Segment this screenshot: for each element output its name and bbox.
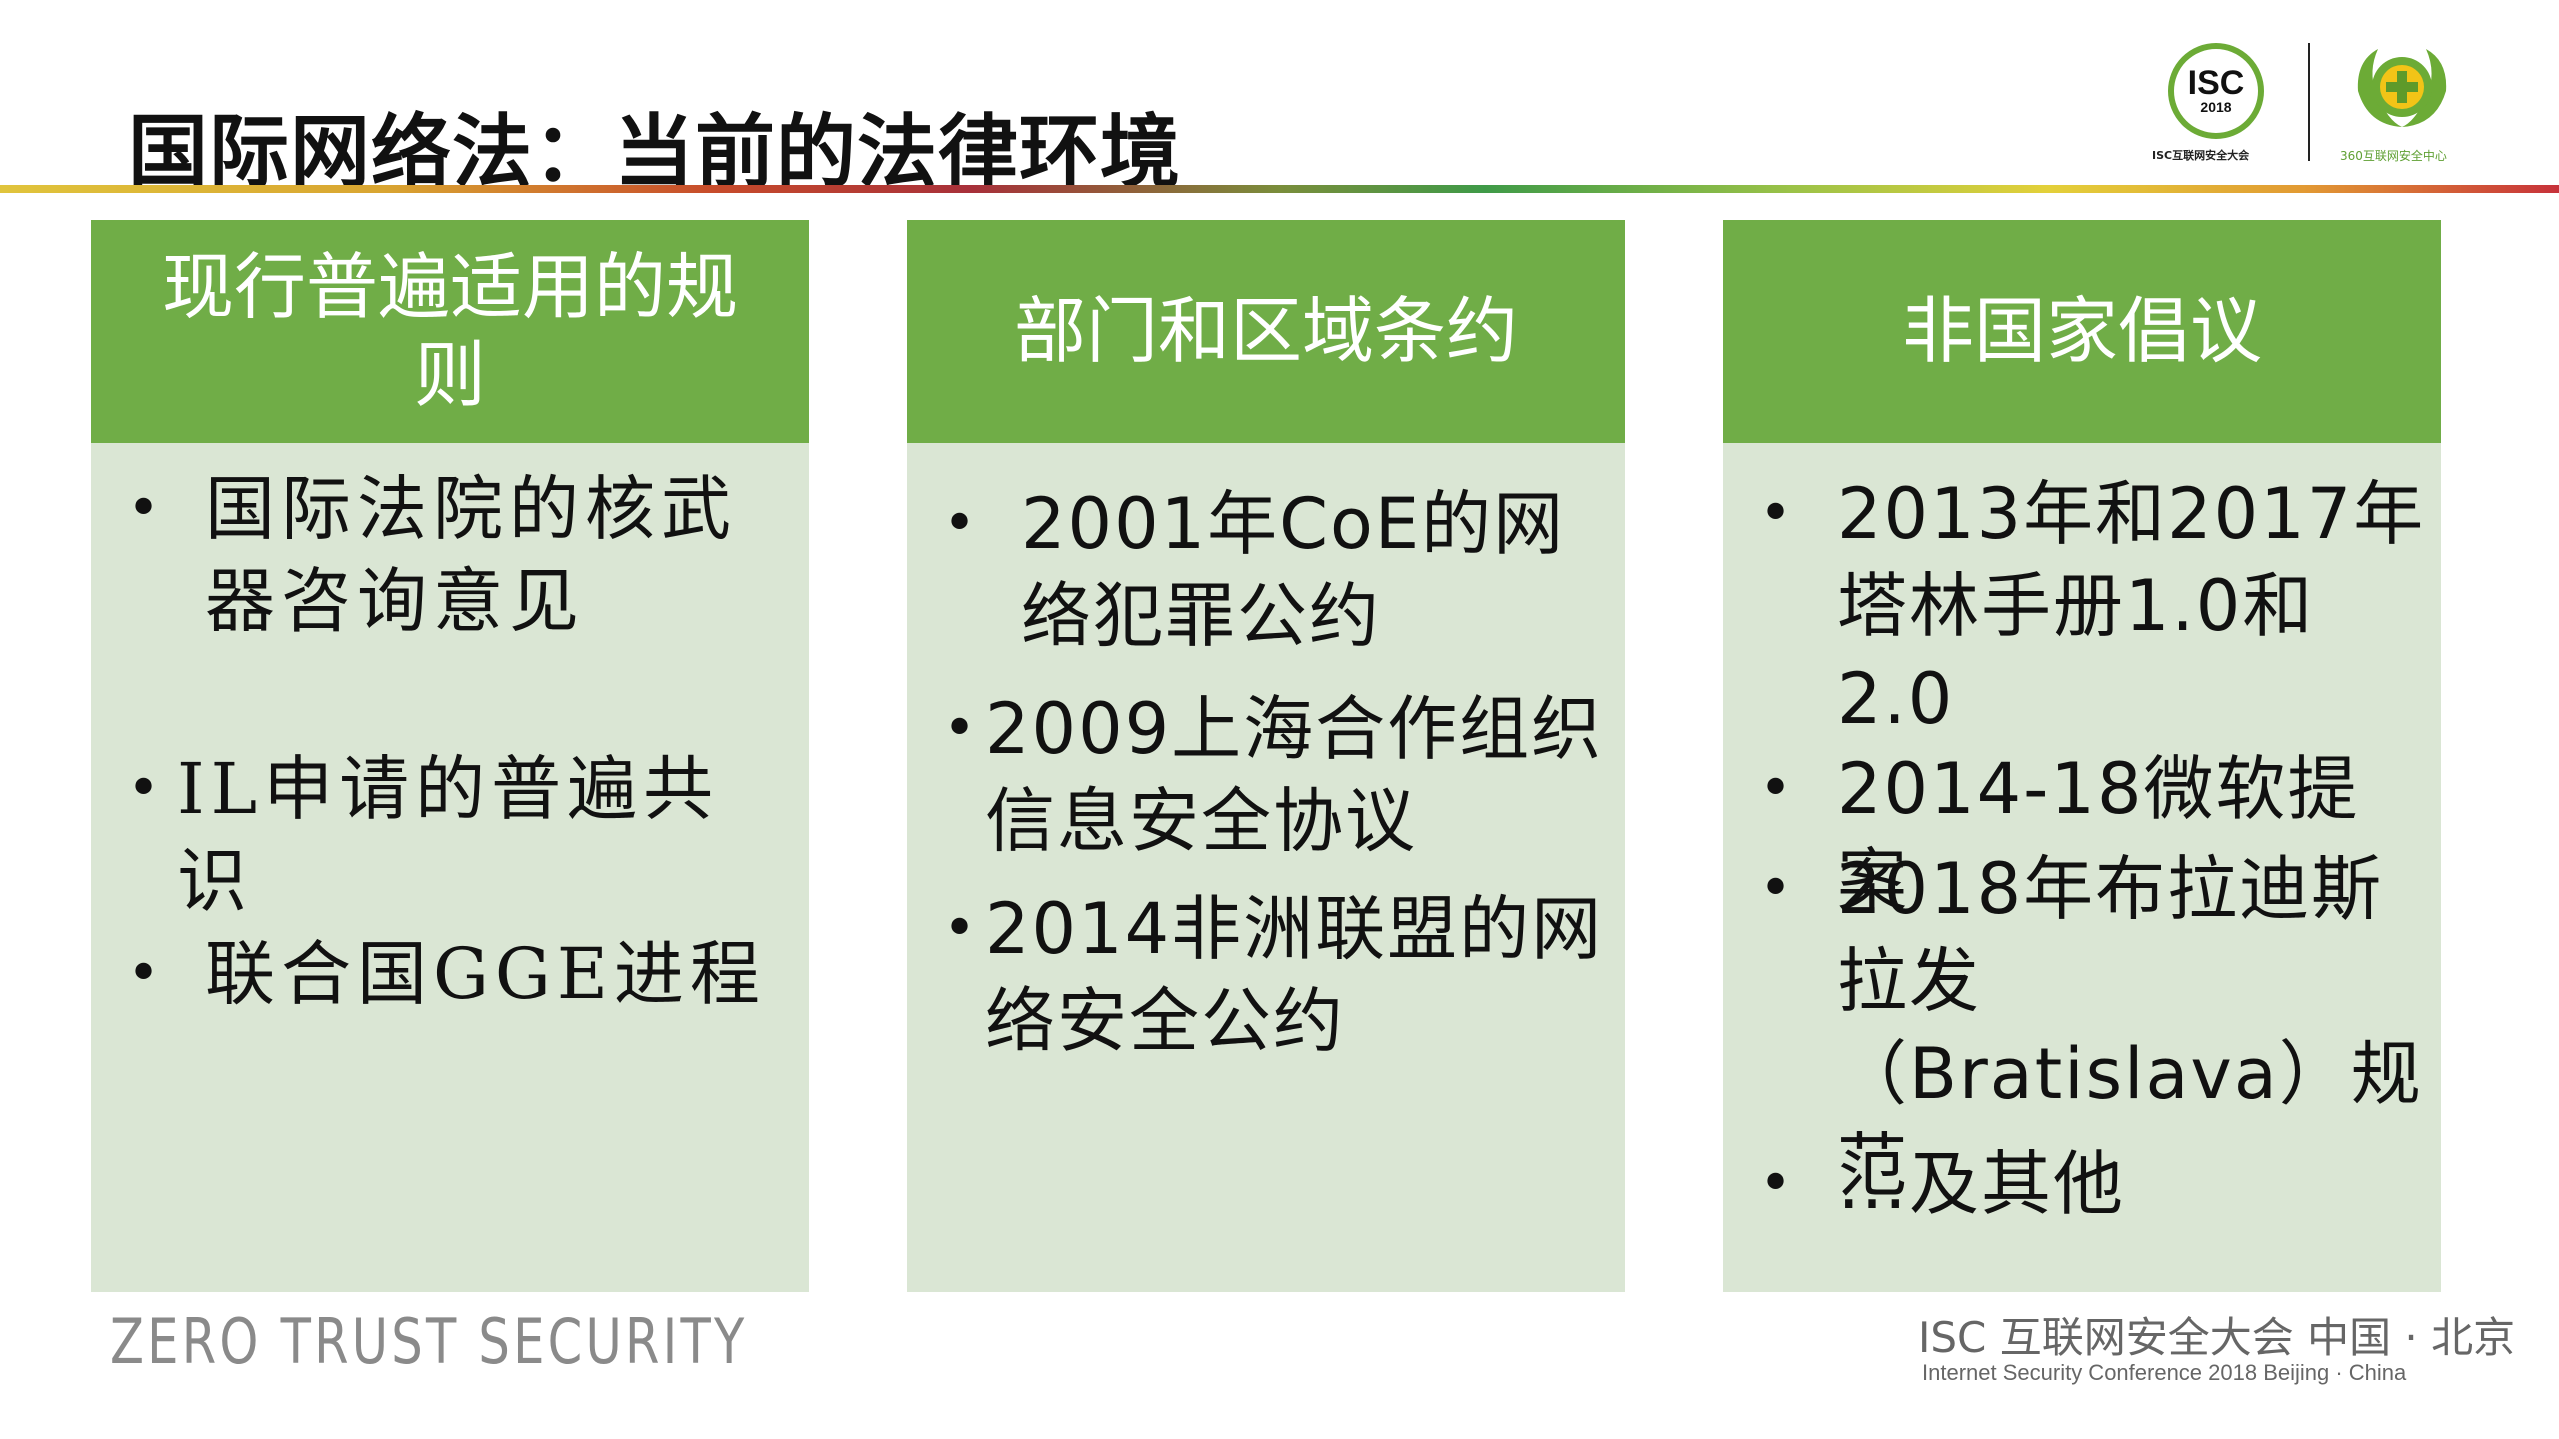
bullet-icon: • (1759, 856, 1795, 921)
column-body: • 国际法院的核武器咨询意见 • IL申请的普遍共识 • 联合国GGE进程 (91, 443, 809, 1292)
security-center-emblem-icon (2348, 41, 2456, 141)
column-header: 现行普遍适用的规则 (91, 220, 809, 443)
bullet-icon: • (943, 896, 979, 961)
slide-title: 国际网络法：当前的法律环境 (128, 106, 1181, 199)
column-sector-regional-treaties: 部门和区域条约 • 2001年CoE的网络犯罪公约 • 2009上海合作组织信息… (907, 220, 1625, 1292)
footer-conference-name: ISC 互联网安全大会 中国 · 北京 (1918, 1313, 2516, 1362)
bullet-icon: • (127, 756, 167, 821)
list-item: • 2014-18微软提案 (1759, 743, 2427, 928)
isc-logo: ISC 2018 (2168, 43, 2264, 139)
list-item: • IL申请的普遍共识 (127, 743, 795, 928)
column-header: 非国家倡议 (1723, 220, 2441, 443)
bullet-icon: • (1759, 1151, 1795, 1216)
list-item: • 2001年CoE的网络犯罪公约 (943, 478, 1611, 663)
column-current-rules: 现行普遍适用的规则 • 国际法院的核武器咨询意见 • IL申请的普遍共识 • 联… (91, 220, 809, 1292)
footer-tagline: ZERO TRUST SECURITY (110, 1305, 748, 1378)
title-divider-rule (0, 185, 2559, 193)
isc-logo-year: 2018 (2200, 99, 2232, 116)
bullet-icon: • (943, 491, 979, 556)
bullet-icon: • (127, 476, 167, 541)
column-body: • 2001年CoE的网络犯罪公约 • 2009上海合作组织信息安全协议 • 2… (907, 443, 1625, 1292)
list-item: • 2018年布拉迪斯拉发（Bratislava）规范 (1759, 843, 2427, 1213)
column-body: • 2013年和2017年塔林手册1.0和2.0 • 2014-18微软提案 •… (1723, 443, 2441, 1292)
footer-conference-subtitle: Internet Security Conference 2018 Beijin… (1922, 1360, 2407, 1385)
list-item: • 国际法院的核武器咨询意见 (127, 463, 795, 648)
bullet-icon: • (1759, 756, 1795, 821)
isc-logo-caption: ISC互联网安全大会 (2152, 149, 2250, 162)
security-center-caption: 360互联网安全中心 (2340, 149, 2447, 163)
isc-logo-mark: ISC (2187, 64, 2245, 103)
bullet-icon: • (943, 696, 979, 761)
logo-area: ISC 2018 ISC互联网安全大会 360互联网安全中心 (2140, 35, 2540, 175)
list-item: • 2009上海合作组织信息安全协议 (943, 683, 1611, 868)
list-item: • 联合国GGE进程 (127, 928, 795, 1020)
list-item: • 2013年和2017年塔林手册1.0和2.0 (1759, 468, 2427, 745)
bullet-icon: • (1759, 481, 1795, 546)
column-non-state-initiatives: 非国家倡议 • 2013年和2017年塔林手册1.0和2.0 • 2014-18… (1723, 220, 2441, 1292)
bullet-icon: • (127, 941, 167, 1006)
list-item: • …及其他 (1759, 1138, 2427, 1230)
background-watermark-topleft (180, 0, 260, 19)
column-header: 部门和区域条约 (907, 220, 1625, 443)
list-item: • 2014非洲联盟的网络安全公约 (943, 883, 1611, 1068)
logo-divider (2308, 43, 2310, 161)
